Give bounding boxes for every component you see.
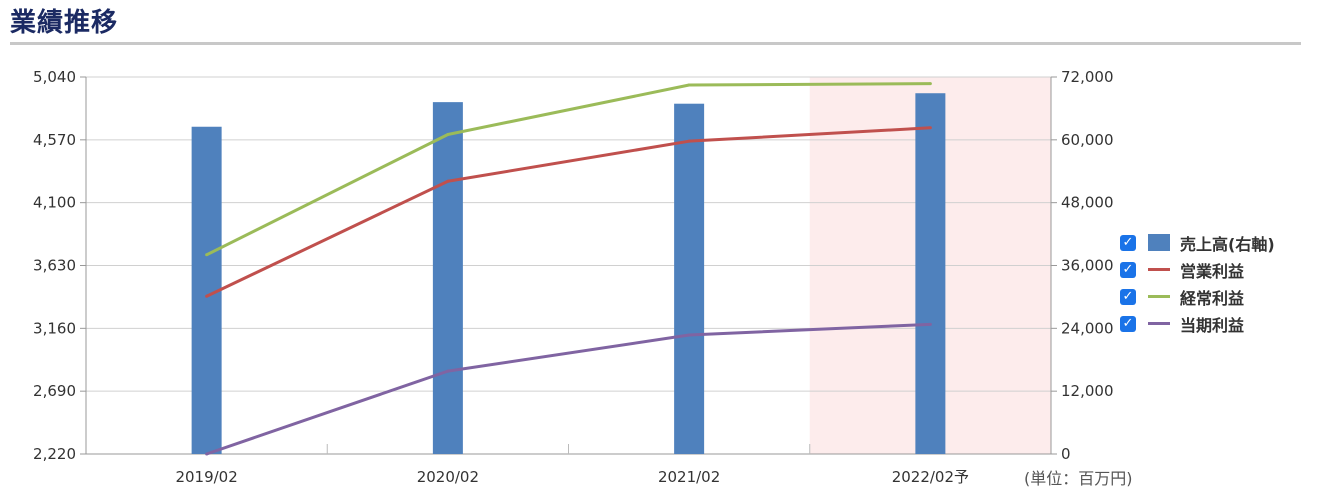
series-point-2 xyxy=(687,83,691,87)
right-axis-tick-label: 12,000 xyxy=(1061,382,1114,400)
series-point-1 xyxy=(687,139,691,143)
left-axis-tick-label: 3,630 xyxy=(33,257,76,275)
series-point-1 xyxy=(446,179,450,183)
series-point-3 xyxy=(205,452,209,456)
chart-legend: ✓ 売上高(右軸) ✓ 営業利益 ✓ 経常利益 ✓ 当期利益 xyxy=(1120,229,1275,337)
legend-label-ordinary-profit: 経常利益 xyxy=(1180,288,1245,308)
left-axis-tick-label: 2,220 xyxy=(33,445,76,463)
right-axis-tick-label: 72,000 xyxy=(1061,68,1114,86)
page-title: 業績推移 xyxy=(10,8,119,38)
x-axis-tick-label: 2021/02 xyxy=(658,468,720,486)
legend-swatch-ordinary-profit xyxy=(1148,295,1170,298)
bar-sales xyxy=(915,93,946,455)
series-point-2 xyxy=(446,132,450,136)
checkbox-checked-icon[interactable]: ✓ xyxy=(1120,234,1136,251)
series-point-2 xyxy=(205,253,209,257)
legend-swatch-sales xyxy=(1148,234,1170,251)
series-point-1 xyxy=(205,294,209,298)
series-point-3 xyxy=(446,369,450,373)
right-axis-tick-label: 60,000 xyxy=(1061,131,1114,149)
legend-label-operating-profit: 営業利益 xyxy=(1180,261,1245,281)
series-line-1 xyxy=(205,126,931,298)
checkbox-checked-icon[interactable]: ✓ xyxy=(1120,288,1136,305)
legend-item-ordinary-profit[interactable]: ✓ 経常利益 xyxy=(1120,283,1275,310)
right-axis-tick-label: 0 xyxy=(1061,445,1071,463)
left-axis-tick-label: 4,100 xyxy=(33,194,76,212)
series-point-3 xyxy=(687,333,691,337)
legend-label-net-profit: 当期利益 xyxy=(1180,315,1245,335)
left-axis-tick-label: 4,570 xyxy=(33,131,76,149)
series-line-2 xyxy=(205,82,931,257)
series-point-1 xyxy=(928,126,932,130)
series-line-3 xyxy=(206,322,931,456)
left-axis-tick-label: 3,160 xyxy=(33,319,76,337)
legend-swatch-operating-profit xyxy=(1148,268,1170,271)
legend-item-operating-profit[interactable]: ✓ 営業利益 xyxy=(1120,256,1275,283)
right-axis-tick-label: 36,000 xyxy=(1061,257,1114,275)
legend-item-net-profit[interactable]: ✓ 当期利益 xyxy=(1120,310,1275,337)
x-axis-tick-label: 2019/02 xyxy=(175,468,237,486)
right-axis-tick-label: 48,000 xyxy=(1061,194,1114,212)
series-point-3 xyxy=(928,322,932,326)
legend-swatch-net-profit xyxy=(1148,322,1170,325)
right-axis-tick-label: 24,000 xyxy=(1061,319,1114,337)
checkbox-checked-icon[interactable]: ✓ xyxy=(1120,261,1136,278)
x-axis-tick-label: 2022/02予 xyxy=(892,468,969,486)
series-point-2 xyxy=(928,82,932,86)
bar-sales xyxy=(674,103,705,455)
checkbox-checked-icon[interactable]: ✓ xyxy=(1120,315,1136,332)
title-divider xyxy=(10,42,1301,45)
left-axis-tick-label: 5,040 xyxy=(33,68,76,86)
bar-sales xyxy=(432,102,463,454)
legend-item-sales[interactable]: ✓ 売上高(右軸) xyxy=(1120,229,1275,256)
x-axis-tick-label: 2020/02 xyxy=(417,468,479,486)
legend-label-sales: 売上高(右軸) xyxy=(1180,234,1275,254)
unit-note: (単位：百万円) xyxy=(1024,469,1133,488)
left-axis-tick-label: 2,690 xyxy=(33,382,76,400)
